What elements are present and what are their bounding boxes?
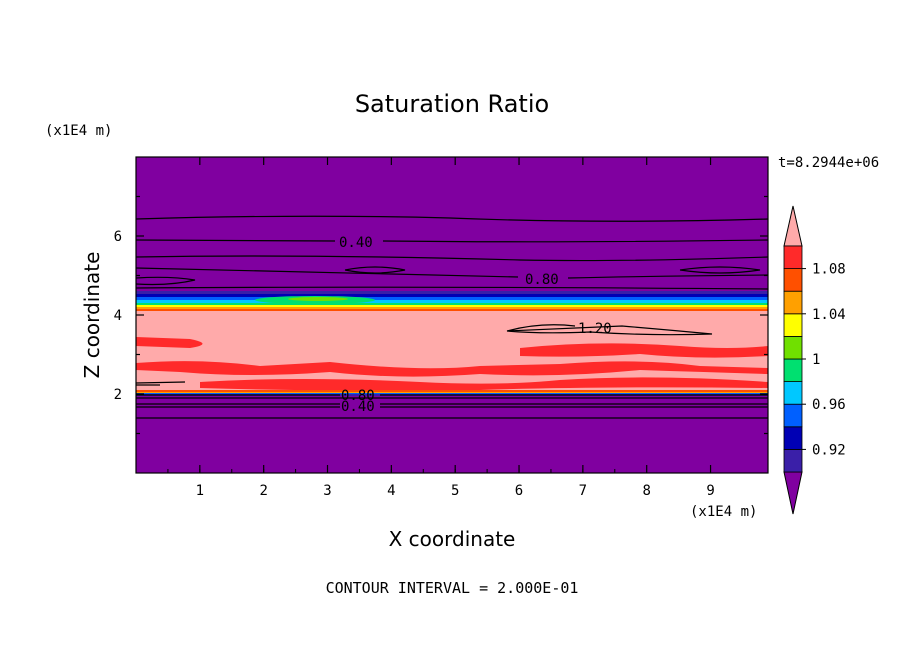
x-tick-label: 4 xyxy=(387,483,395,499)
chart-title: Saturation Ratio xyxy=(355,90,549,118)
colorbar-tick-label: 1.04 xyxy=(812,307,846,323)
x-tick-label: 6 xyxy=(515,483,523,499)
contour-label: 1.20 xyxy=(578,321,612,337)
contour-plot-area: 0.40 0.80 1.20 0.80 0.40 xyxy=(135,156,769,474)
contour-interval-note: CONTOUR INTERVAL = 2.000E-01 xyxy=(326,579,579,597)
axes: 1 2 3 4 5 6 7 8 9 2 4 6 xyxy=(114,157,768,499)
x-tick-label: 1 xyxy=(196,483,204,499)
x-axis-label: X coordinate xyxy=(389,527,516,551)
colorbar-swatch xyxy=(783,448,803,473)
colorbar-extend-low xyxy=(783,471,803,515)
y-axis-label: Z coordinate xyxy=(80,252,104,379)
colorbar-swatch xyxy=(783,335,803,360)
contour-label: 0.80 xyxy=(525,272,559,288)
colorbar: 0.92 0.96 1 1.04 1.08 xyxy=(783,205,846,515)
x-tick-label: 3 xyxy=(323,483,331,499)
x-unit-label: (x1E4 m) xyxy=(690,504,757,520)
contour-label: 0.80 xyxy=(341,388,375,404)
y-tick-label: 2 xyxy=(114,387,122,403)
colorbar-swatch xyxy=(783,290,803,315)
colorbar-swatch xyxy=(783,403,803,428)
y-tick-label: 4 xyxy=(114,308,122,324)
contour-label: 0.40 xyxy=(341,399,375,415)
colorbar-tick-label: 1.08 xyxy=(812,262,846,278)
colorbar-swatch xyxy=(783,381,803,405)
x-tick-label: 7 xyxy=(579,483,587,499)
time-label: t=8.2944e+06 xyxy=(778,155,879,171)
x-tick-label: 9 xyxy=(706,483,714,499)
y-tick-label: 6 xyxy=(114,229,122,245)
colorbar-swatch xyxy=(783,313,803,337)
colorbar-tick-label: 0.92 xyxy=(812,442,846,458)
colorbar-swatch xyxy=(783,268,803,292)
colorbar-tick-label: 0.96 xyxy=(812,397,846,413)
colorbar-swatch xyxy=(783,358,803,383)
colorbar-tick-label: 1 xyxy=(812,352,820,368)
colorbar-swatch xyxy=(783,245,803,270)
y-unit-label: (x1E4 m) xyxy=(45,123,112,139)
colorbar-swatch xyxy=(783,426,803,450)
x-tick-label: 2 xyxy=(259,483,267,499)
colorbar-extend-high xyxy=(783,205,803,247)
contour-label: 0.40 xyxy=(339,235,373,251)
x-tick-label: 8 xyxy=(642,483,650,499)
x-tick-label: 5 xyxy=(451,483,459,499)
